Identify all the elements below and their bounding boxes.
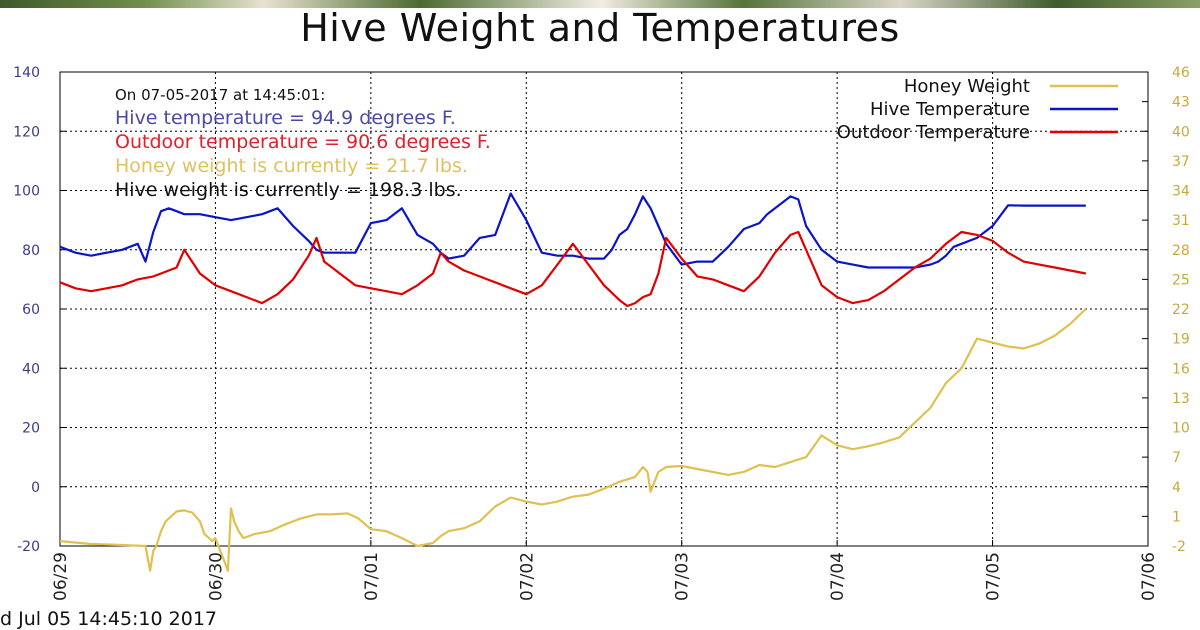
x-tick-label: 07/02 (517, 552, 537, 601)
y-right-tick-label: 40 (1172, 124, 1190, 140)
tick-labels: -20 0 20 40 60 80 100 120 140 -2 1 4 7 10 13 16 19 22 25 28… (13, 65, 1190, 601)
y-left-tick-label: 140 (13, 65, 40, 81)
y-right-tick-label: 25 (1172, 272, 1190, 288)
y-right-tick-label: -2 (1172, 539, 1186, 555)
x-tick-label: 07/04 (828, 552, 848, 601)
y-right-tick-label: 31 (1172, 213, 1190, 229)
legend-label-hive-temperature: Hive Temperature (870, 99, 1030, 120)
y-left-tick-label: 80 (22, 243, 40, 259)
y-left-tick-label: 40 (22, 361, 40, 377)
y-right-tick-label: 13 (1172, 391, 1190, 407)
x-tick-label: 06/29 (51, 552, 71, 601)
y-right-tick-label: 1 (1172, 509, 1181, 525)
grid (59, 71, 1149, 547)
annotation-hive-temp: Hive temperature = 94.9 degrees F. (115, 107, 456, 129)
y-right-tick-label: 28 (1172, 243, 1190, 259)
annotation-honey-weight: Honey weight is currently = 21.7 lbs. (115, 155, 468, 177)
x-tick-label: 07/05 (984, 552, 1004, 601)
x-tick-label: 07/06 (1139, 552, 1159, 601)
y-right-tick-label: 34 (1172, 184, 1190, 200)
annotation-date: On 07-05-2017 at 14:45:01: (115, 86, 325, 104)
x-tick-label: 07/03 (673, 552, 693, 601)
y-right-tick-label: 19 (1172, 332, 1190, 348)
series-line-hive-temperature (59, 192, 1086, 269)
y-right-tick-label: 7 (1172, 450, 1181, 466)
y-left-tick-label: 0 (31, 480, 40, 496)
y-left-tick-label: 100 (13, 184, 40, 200)
chart-title: Hive Weight and Temperatures (300, 6, 900, 50)
x-tick-label: 07/01 (362, 552, 382, 601)
annotation-outdoor-temp: Outdoor temperature = 90.6 degrees F. (115, 131, 491, 153)
plot-frame (59, 71, 1149, 547)
y-left-tick-label: 20 (22, 421, 40, 437)
background-photo-strip (0, 0, 1200, 8)
legend-label-outdoor-temperature: Outdoor Temperature (837, 122, 1030, 143)
y-left-tick-label: 120 (13, 124, 40, 140)
y-right-tick-label: 22 (1172, 302, 1190, 318)
y-left-tick-label: 60 (22, 302, 40, 318)
y-left-tick-label: -20 (17, 539, 40, 555)
y-right-tick-label: 4 (1172, 480, 1181, 496)
y-right-tick-label: 46 (1172, 65, 1190, 81)
footer-timestamp: d Jul 05 14:45:10 2017 (0, 608, 218, 630)
annotation-block: On 07-05-2017 at 14:45:01: Hive temperat… (115, 86, 491, 201)
y-right-tick-label: 16 (1172, 361, 1190, 377)
series-line-honey-weight (59, 308, 1087, 572)
legend-label-honey-weight: Honey Weight (904, 76, 1030, 97)
series-line-outdoor-temperature (59, 230, 1087, 308)
series-layer (59, 192, 1087, 572)
y-right-tick-label: 43 (1172, 95, 1190, 111)
x-tick-label: 06/30 (206, 552, 226, 601)
y-right-tick-label: 10 (1172, 421, 1190, 437)
y-right-tick-label: 37 (1172, 154, 1190, 170)
annotation-hive-weight: Hive weight is currently = 198.3 lbs. (115, 179, 462, 201)
